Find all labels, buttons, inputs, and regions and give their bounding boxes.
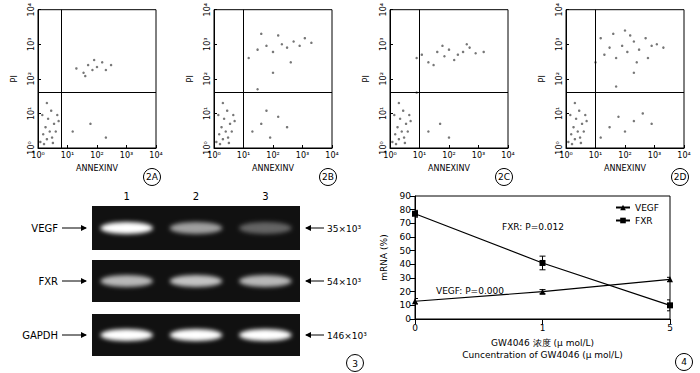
svg-text:VEGF: VEGF	[31, 223, 58, 234]
svg-text:10²: 10²	[555, 72, 564, 85]
svg-text:10⁴: 10⁴	[27, 3, 36, 16]
svg-text:10³: 10³	[472, 151, 485, 160]
svg-text:3: 3	[262, 191, 268, 202]
svg-text:5: 5	[667, 323, 673, 333]
svg-text:10⁰: 10⁰	[378, 141, 388, 155]
svg-text:54×10³: 54×10³	[327, 277, 361, 287]
svg-text:2C: 2C	[498, 172, 510, 182]
svg-text:3: 3	[352, 359, 358, 369]
svg-text:10⁰: 10⁰	[383, 151, 396, 160]
svg-text:1: 1	[540, 323, 546, 333]
svg-text:1: 1	[123, 191, 129, 202]
svg-text:FXR: FXR	[38, 276, 58, 287]
svg-text:70: 70	[400, 218, 412, 228]
svg-text:FXR: FXR	[635, 216, 653, 226]
svg-text:PI: PI	[10, 75, 19, 82]
svg-text:PI: PI	[362, 75, 371, 82]
svg-text:GAPDH: GAPDH	[22, 330, 58, 341]
svg-text:10¹: 10¹	[237, 151, 250, 160]
svg-text:10: 10	[400, 300, 412, 310]
svg-text:mRNA (%): mRNA (%)	[379, 234, 389, 280]
svg-text:10²: 10²	[203, 72, 212, 85]
svg-text:ANNEXINV: ANNEXINV	[604, 164, 646, 173]
svg-text:10⁰: 10⁰	[207, 151, 220, 160]
svg-text:10²: 10²	[442, 151, 455, 160]
svg-text:PI: PI	[538, 75, 547, 82]
svg-text:10⁴: 10⁴	[203, 3, 212, 16]
svg-text:80: 80	[400, 205, 412, 215]
svg-text:10¹: 10¹	[555, 107, 564, 120]
svg-text:VEGF: P=0.000: VEGF: P=0.000	[436, 286, 504, 296]
svg-text:10³: 10³	[296, 151, 309, 160]
svg-text:2: 2	[193, 191, 199, 202]
svg-text:30: 30	[400, 273, 412, 283]
svg-text:10¹: 10¹	[379, 107, 388, 120]
svg-text:10¹: 10¹	[27, 107, 36, 120]
svg-text:10³: 10³	[27, 38, 36, 51]
svg-text:10¹: 10¹	[203, 107, 212, 120]
svg-text:10²: 10²	[27, 72, 36, 85]
svg-text:GW4046 浓度 (μ mol/L): GW4046 浓度 (μ mol/L)	[491, 338, 594, 348]
svg-text:10¹: 10¹	[413, 151, 426, 160]
svg-text:0: 0	[405, 314, 411, 324]
svg-text:10¹: 10¹	[589, 151, 602, 160]
svg-text:4: 4	[681, 357, 687, 367]
svg-text:ANNEXINV: ANNEXINV	[76, 164, 118, 173]
svg-text:10⁴: 10⁴	[379, 3, 388, 16]
svg-text:10⁴: 10⁴	[149, 151, 162, 160]
svg-text:PI: PI	[186, 75, 195, 82]
svg-text:10³: 10³	[555, 38, 564, 51]
svg-text:90: 90	[400, 191, 412, 201]
svg-text:0: 0	[412, 323, 418, 333]
svg-text:10⁰: 10⁰	[554, 141, 564, 155]
svg-text:40: 40	[400, 259, 412, 269]
svg-text:10³: 10³	[648, 151, 661, 160]
svg-text:10⁰: 10⁰	[26, 141, 36, 155]
svg-text:ANNEXINV: ANNEXINV	[428, 164, 470, 173]
svg-text:50: 50	[400, 246, 412, 256]
svg-text:10⁴: 10⁴	[501, 151, 514, 160]
svg-text:VEGF: VEGF	[635, 203, 659, 213]
svg-text:10⁰: 10⁰	[559, 151, 572, 160]
svg-text:10⁰: 10⁰	[202, 141, 212, 155]
svg-text:FXR: P=0.012: FXR: P=0.012	[502, 222, 564, 232]
svg-text:2A: 2A	[146, 172, 159, 182]
svg-text:10⁴: 10⁴	[677, 151, 690, 160]
svg-text:ANNEXINV: ANNEXINV	[252, 164, 294, 173]
svg-text:10⁴: 10⁴	[555, 3, 564, 16]
svg-text:Cuncentration of GW4046 (μ mol: Cuncentration of GW4046 (μ mol/L)	[462, 350, 622, 360]
svg-text:10³: 10³	[120, 151, 133, 160]
svg-text:10²: 10²	[379, 72, 388, 85]
svg-text:2D: 2D	[674, 172, 687, 182]
svg-text:10⁰: 10⁰	[31, 151, 44, 160]
svg-text:60: 60	[400, 232, 412, 242]
svg-text:10²: 10²	[266, 151, 279, 160]
svg-text:35×10³: 35×10³	[327, 224, 361, 234]
svg-text:10²: 10²	[618, 151, 631, 160]
svg-text:10¹: 10¹	[61, 151, 74, 160]
svg-text:146×10³: 146×10³	[327, 331, 367, 341]
svg-text:10²: 10²	[90, 151, 103, 160]
svg-text:10³: 10³	[379, 38, 388, 51]
svg-text:20: 20	[400, 287, 412, 297]
svg-text:10⁴: 10⁴	[325, 151, 338, 160]
svg-text:10³: 10³	[203, 38, 212, 51]
svg-text:2B: 2B	[322, 172, 334, 182]
